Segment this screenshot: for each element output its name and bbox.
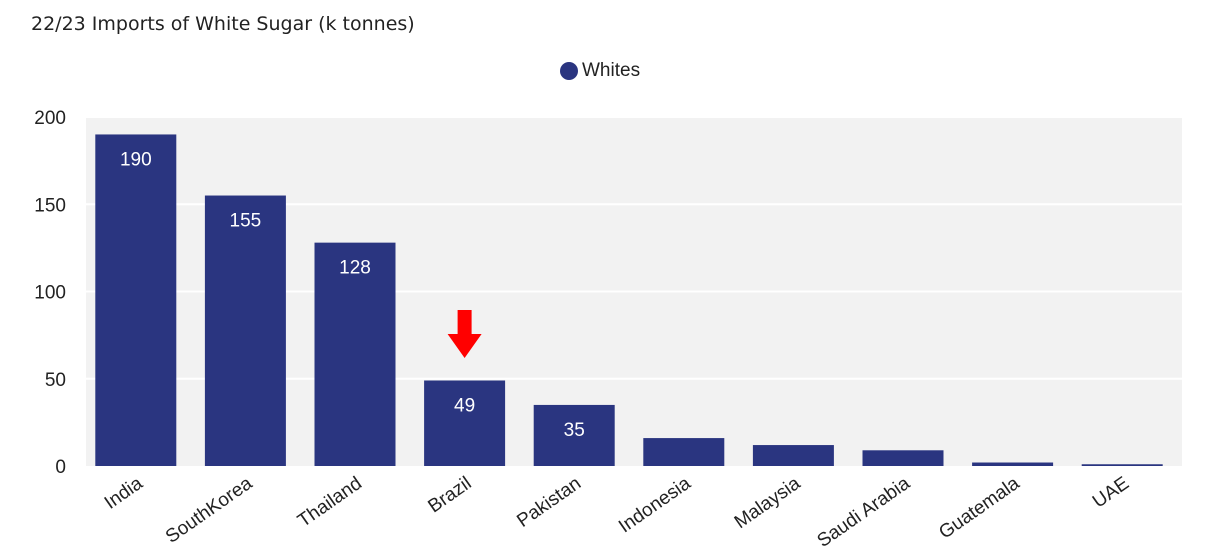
arrow-down-icon: [447, 334, 482, 358]
x-tick-label: Pakistan: [513, 473, 585, 532]
y-tick-label: 150: [34, 195, 66, 216]
legend-label-whites: Whites: [582, 60, 641, 81]
chart-title: 22/23 Imports of White Sugar (k tonnes): [31, 13, 415, 35]
bar: [1081, 464, 1163, 466]
data-label: 128: [339, 258, 371, 279]
x-tick-label: UAE: [1089, 473, 1133, 513]
data-label: 155: [230, 211, 262, 232]
bar: [204, 195, 286, 466]
bar: [862, 450, 944, 466]
x-tick-label: SouthKorea: [162, 473, 257, 548]
y-tick-label: 50: [45, 370, 66, 391]
x-tick-label: Malaysia: [731, 473, 805, 533]
x-tick-label: Brazil: [425, 473, 476, 517]
data-label: 190: [120, 149, 152, 170]
data-label: 35: [564, 420, 585, 441]
bar: [424, 380, 506, 466]
bar: [314, 242, 396, 466]
arrow-shaft: [457, 310, 472, 335]
bar: [643, 438, 725, 466]
y-tick-label: 0: [55, 457, 66, 478]
x-tick-label: Thailand: [294, 473, 366, 532]
y-tick-label: 100: [34, 283, 66, 304]
legend-swatch-whites: [560, 62, 578, 80]
x-tick-label: Saudi Arabia: [814, 473, 915, 552]
y-tick-label: 200: [34, 108, 66, 129]
bar: [972, 462, 1054, 466]
data-label: 49: [454, 395, 475, 416]
bar: [95, 134, 177, 466]
x-tick-label: India: [101, 473, 147, 514]
bar: [752, 445, 834, 466]
bar: [533, 404, 615, 466]
x-tick-label: Indonesia: [615, 473, 695, 538]
x-tick-label: Guatemala: [935, 473, 1024, 544]
legend: Whites: [560, 60, 640, 82]
